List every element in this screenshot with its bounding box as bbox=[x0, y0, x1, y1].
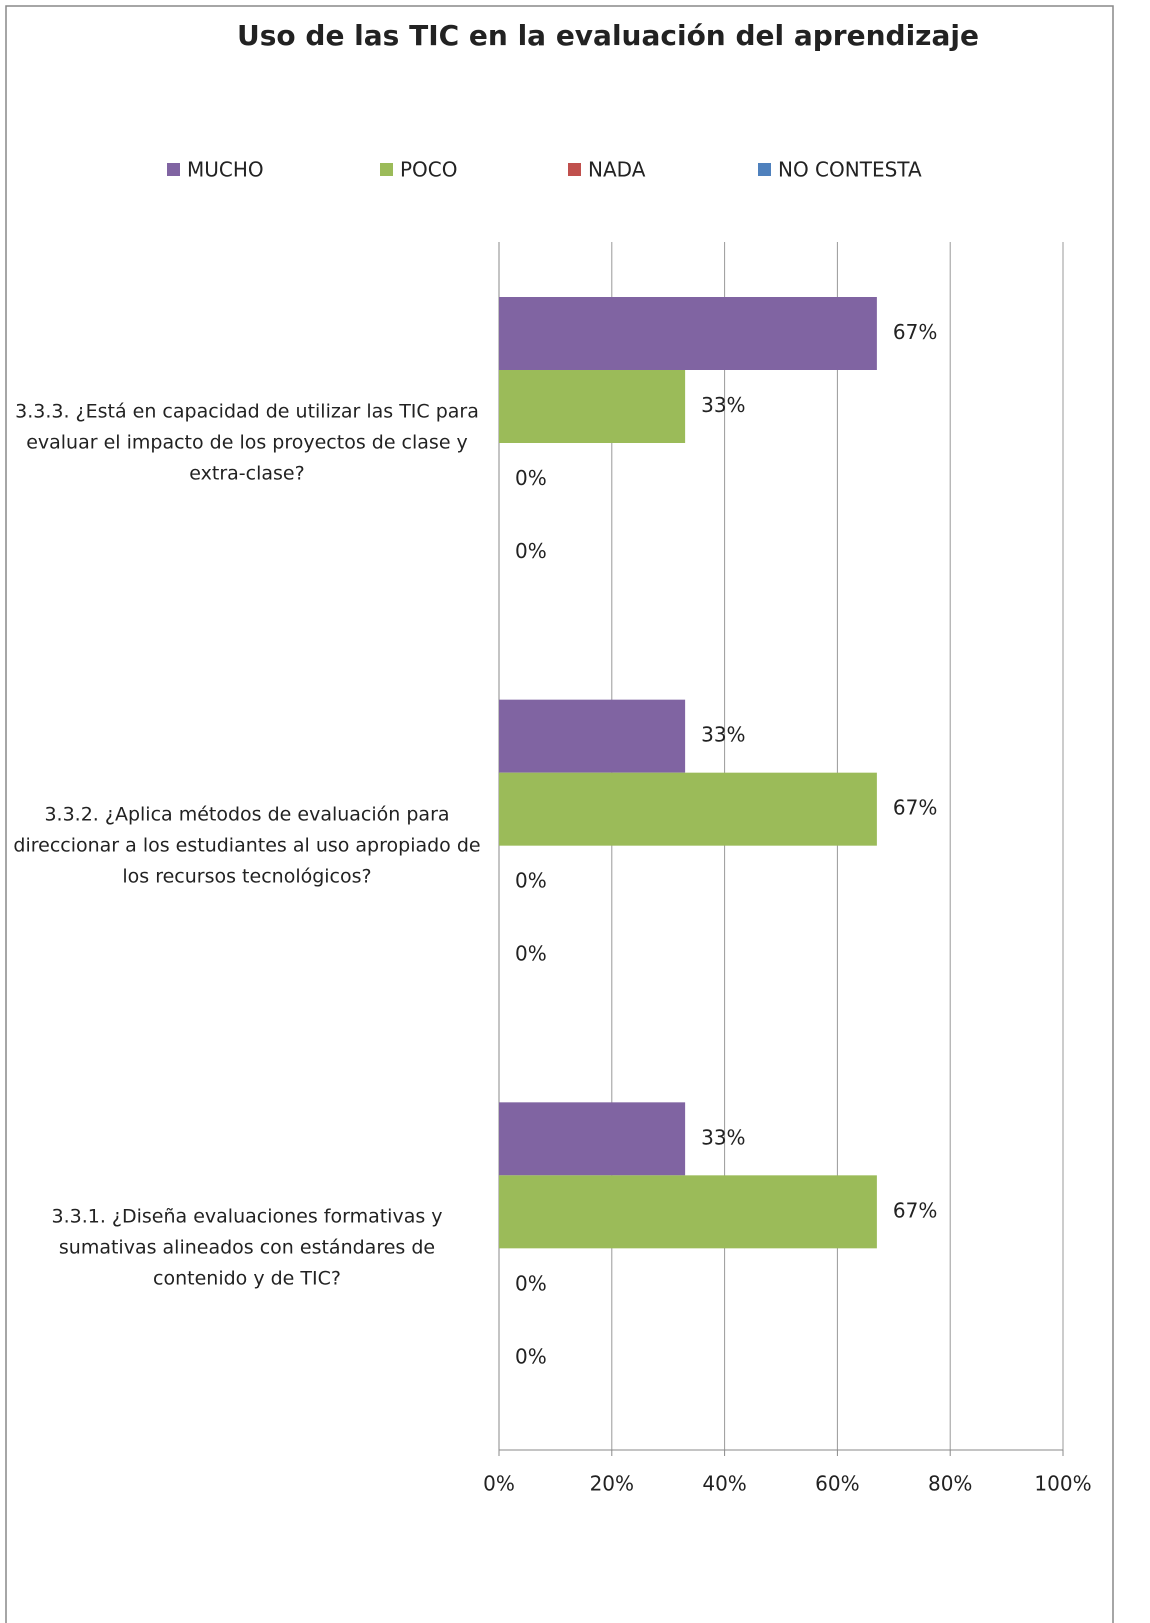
data-label: 0% bbox=[515, 466, 547, 490]
x-tick-label: 100% bbox=[1034, 1472, 1091, 1496]
bar bbox=[499, 370, 686, 443]
bar bbox=[499, 1175, 877, 1249]
x-tick-label: 80% bbox=[928, 1472, 972, 1496]
legend-swatch bbox=[167, 163, 180, 176]
data-label: 33% bbox=[701, 1125, 745, 1149]
chart-border bbox=[5, 5, 1114, 1623]
x-tick-label: 20% bbox=[590, 1472, 634, 1496]
legend-swatch bbox=[758, 163, 771, 176]
bar bbox=[499, 297, 877, 370]
bar bbox=[499, 699, 686, 773]
data-label: 0% bbox=[515, 1271, 547, 1295]
chart-title: Uso de las TIC en la evaluación del apre… bbox=[237, 19, 979, 52]
bar bbox=[499, 1102, 686, 1176]
category-label: 3.3.3. ¿Está en capacidad de utilizar la… bbox=[15, 400, 479, 485]
data-label: 0% bbox=[515, 1344, 547, 1368]
data-label: 67% bbox=[893, 320, 937, 344]
data-label: 67% bbox=[893, 1198, 937, 1222]
legend-swatch bbox=[380, 163, 393, 176]
x-tick-label: 40% bbox=[702, 1472, 746, 1496]
legend-label: NADA bbox=[588, 158, 646, 182]
legend-label: MUCHO bbox=[187, 158, 264, 182]
data-label: 33% bbox=[701, 393, 745, 417]
data-label: 33% bbox=[701, 723, 745, 747]
bar bbox=[499, 772, 877, 846]
category-label: 3.3.2. ¿Aplica métodos de evaluación par… bbox=[13, 803, 481, 888]
x-tick-label: 60% bbox=[815, 1472, 859, 1496]
legend-swatch bbox=[568, 163, 581, 176]
x-tick-label: 0% bbox=[483, 1472, 515, 1496]
data-label: 0% bbox=[515, 539, 547, 563]
data-label: 67% bbox=[893, 796, 937, 820]
legend-label: POCO bbox=[400, 158, 458, 182]
legend-label: NO CONTESTA bbox=[778, 158, 922, 182]
data-label: 0% bbox=[515, 942, 547, 966]
data-label: 0% bbox=[515, 869, 547, 893]
category-label: 3.3.1. ¿Diseña evaluaciones formativas y… bbox=[51, 1205, 443, 1290]
